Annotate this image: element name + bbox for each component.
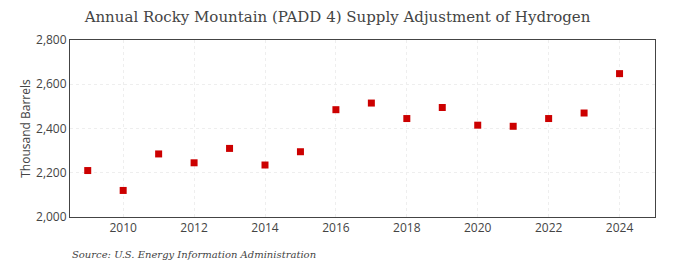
svg-text:2024: 2024 bbox=[606, 219, 634, 236]
svg-text:2,800: 2,800 bbox=[36, 31, 67, 48]
svg-text:2020: 2020 bbox=[464, 219, 492, 236]
svg-text:2,000: 2,000 bbox=[36, 208, 67, 225]
svg-text:Annual Rocky Mountain (PADD 4): Annual Rocky Mountain (PADD 4) Supply Ad… bbox=[84, 8, 591, 26]
svg-text:2018: 2018 bbox=[393, 219, 421, 236]
svg-text:2022: 2022 bbox=[535, 219, 563, 236]
svg-text:2,600: 2,600 bbox=[36, 75, 67, 92]
svg-text:2012: 2012 bbox=[180, 219, 208, 236]
svg-text:2,200: 2,200 bbox=[36, 164, 67, 181]
svg-text:2,400: 2,400 bbox=[36, 120, 67, 137]
svg-text:2014: 2014 bbox=[251, 219, 279, 236]
svg-text:2010: 2010 bbox=[109, 219, 137, 236]
svg-text:2016: 2016 bbox=[322, 219, 350, 236]
svg-text:Source: U.S. Energy Informatio: Source: U.S. Energy Information Administ… bbox=[72, 249, 316, 260]
svg-text:Thousand Barrels: Thousand Barrels bbox=[17, 79, 34, 178]
